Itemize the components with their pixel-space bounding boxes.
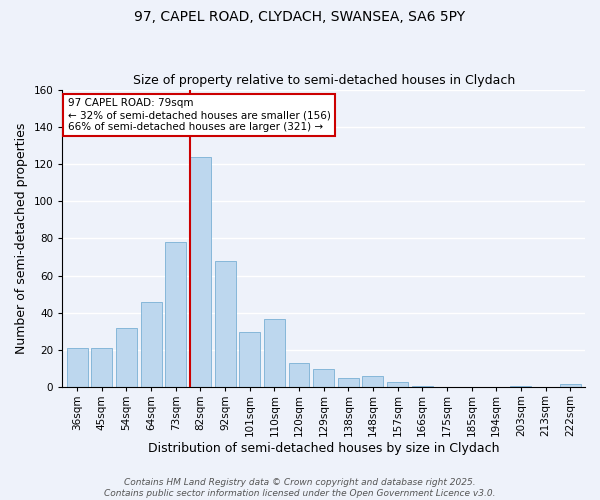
Bar [313, 369, 334, 388]
Text: Contains HM Land Registry data © Crown copyright and database right 2025.
Contai: Contains HM Land Registry data © Crown c… [104, 478, 496, 498]
Bar [239, 332, 260, 388]
Title: Size of property relative to semi-detached houses in Clydach: Size of property relative to semi-detach… [133, 74, 515, 87]
X-axis label: Distribution of semi-detached houses by size in Clydach: Distribution of semi-detached houses by … [148, 442, 499, 455]
Bar [362, 376, 383, 388]
Bar [560, 384, 581, 388]
Bar [67, 348, 88, 388]
Bar [412, 386, 433, 388]
Bar [116, 328, 137, 388]
Bar [289, 363, 310, 388]
Bar [140, 302, 161, 388]
Text: 97 CAPEL ROAD: 79sqm
← 32% of semi-detached houses are smaller (156)
66% of semi: 97 CAPEL ROAD: 79sqm ← 32% of semi-detac… [68, 98, 331, 132]
Text: 97, CAPEL ROAD, CLYDACH, SWANSEA, SA6 5PY: 97, CAPEL ROAD, CLYDACH, SWANSEA, SA6 5P… [134, 10, 466, 24]
Bar [338, 378, 359, 388]
Bar [190, 156, 211, 388]
Y-axis label: Number of semi-detached properties: Number of semi-detached properties [15, 123, 28, 354]
Bar [215, 261, 236, 388]
Bar [387, 382, 408, 388]
Bar [264, 318, 285, 388]
Bar [165, 242, 186, 388]
Bar [91, 348, 112, 388]
Bar [511, 386, 532, 388]
